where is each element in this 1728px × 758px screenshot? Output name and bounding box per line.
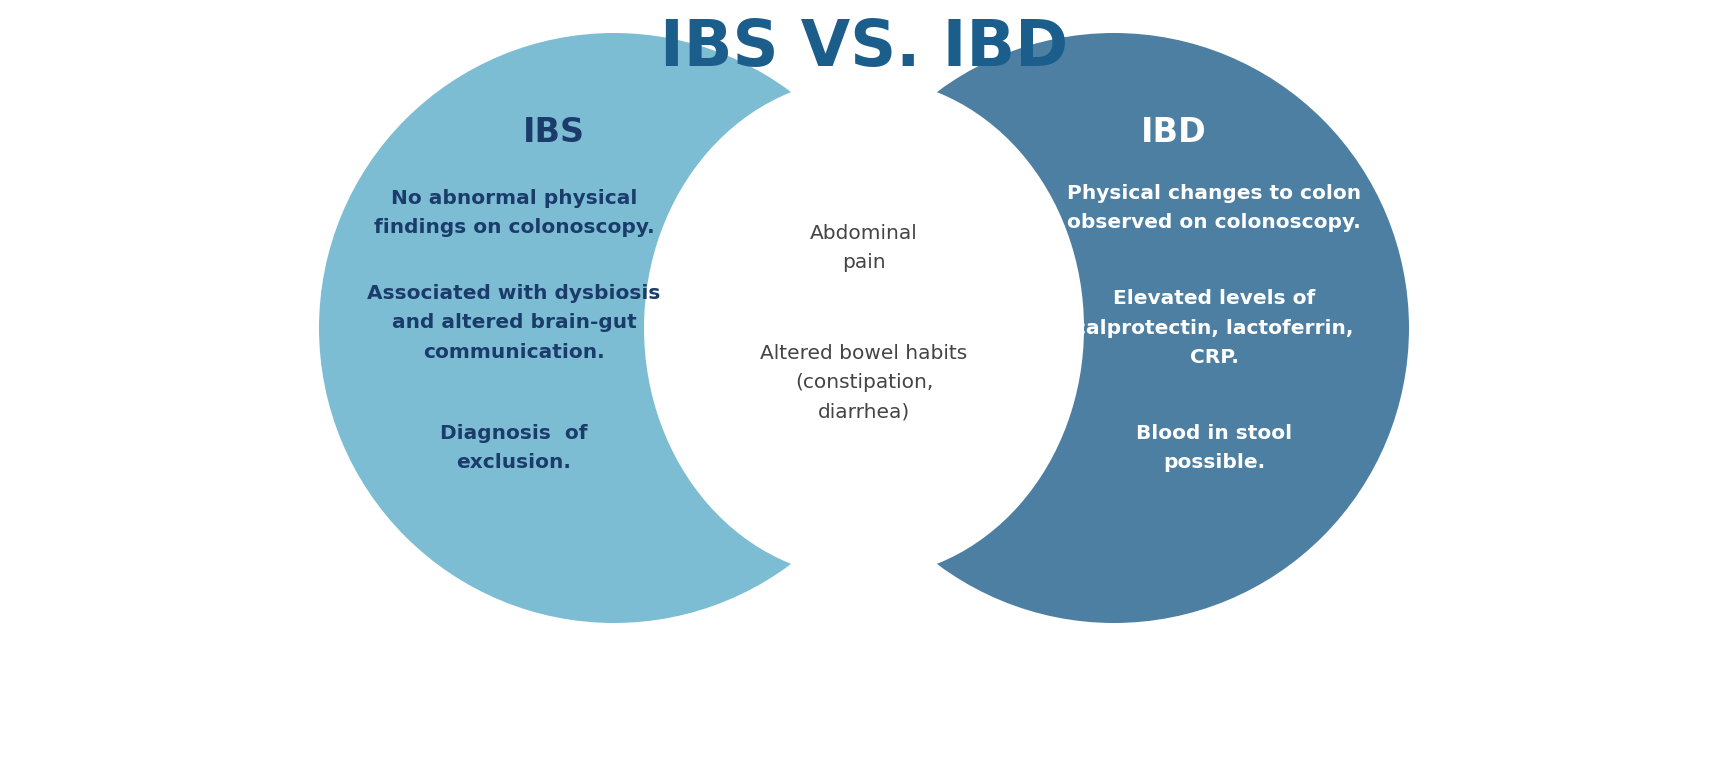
Ellipse shape	[645, 78, 1083, 578]
Circle shape	[320, 33, 909, 623]
Text: IBD: IBD	[1140, 117, 1206, 149]
Text: IBS VS. IBD: IBS VS. IBD	[660, 17, 1068, 79]
Text: No abnormal physical
findings on colonoscopy.: No abnormal physical findings on colonos…	[373, 189, 655, 237]
Text: Diagnosis  of
exclusion.: Diagnosis of exclusion.	[441, 424, 588, 472]
Circle shape	[819, 33, 1408, 623]
Text: Abdominal
pain: Abdominal pain	[810, 224, 918, 272]
Text: Associated with dysbiosis
and altered brain-gut
communication.: Associated with dysbiosis and altered br…	[368, 284, 660, 362]
Text: Altered bowel habits
(constipation,
diarrhea): Altered bowel habits (constipation, diar…	[760, 344, 968, 422]
Text: Blood in stool
possible.: Blood in stool possible.	[1135, 424, 1293, 472]
Text: Elevated levels of
calprotectin, lactoferrin,
CRP.: Elevated levels of calprotectin, lactofe…	[1075, 289, 1353, 367]
Text: Physical changes to colon
observed on colonoscopy.: Physical changes to colon observed on co…	[1066, 183, 1362, 232]
Text: IBS: IBS	[524, 117, 586, 149]
